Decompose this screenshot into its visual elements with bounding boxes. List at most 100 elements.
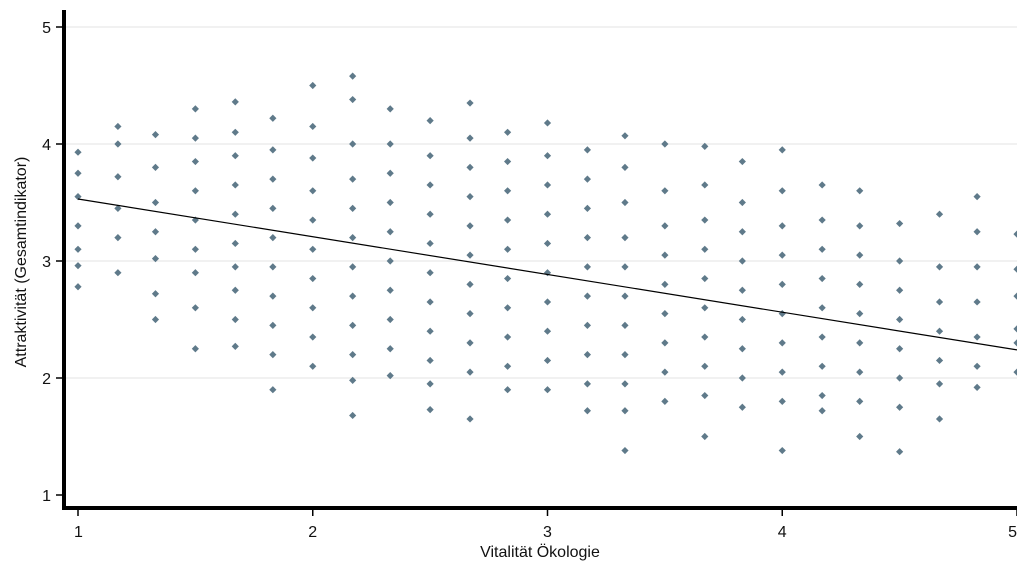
data-point (701, 391, 709, 400)
data-point (701, 304, 709, 312)
data-point (503, 128, 512, 136)
data-point (349, 351, 357, 359)
data-point (466, 134, 474, 142)
data-point (543, 386, 552, 394)
data-point (386, 105, 394, 113)
data-point (701, 274, 709, 283)
data-point (466, 415, 474, 423)
data-point (191, 269, 199, 277)
data-point (778, 310, 786, 318)
data-point (583, 321, 592, 329)
data-point (386, 169, 394, 177)
x-tick-labels: 1 2 3 4 5 (74, 524, 1017, 541)
data-point (349, 321, 357, 329)
data-point (466, 339, 474, 347)
data-point (269, 175, 277, 183)
data-point (309, 362, 317, 370)
data-point (543, 119, 552, 127)
x-tick-label: 4 (778, 524, 787, 541)
data-point (973, 333, 981, 341)
data-point (74, 193, 82, 201)
data-point (269, 146, 277, 154)
data-point (426, 152, 434, 160)
data-point (935, 327, 944, 335)
data-point (583, 146, 592, 154)
data-point (818, 333, 826, 341)
data-point (543, 181, 552, 189)
data-point (426, 181, 434, 189)
data-point (896, 219, 904, 228)
data-point (503, 245, 512, 253)
data-point (1013, 325, 1017, 333)
data-point (661, 368, 669, 376)
data-point (935, 415, 944, 423)
data-point (701, 245, 709, 253)
data-point (583, 234, 592, 242)
data-point (386, 198, 394, 207)
data-point (1013, 230, 1017, 238)
data-point (661, 222, 669, 230)
data-point (818, 181, 826, 189)
data-point (231, 263, 239, 271)
data-point (583, 175, 592, 183)
data-point (114, 173, 122, 181)
data-point (543, 152, 552, 160)
data-point (543, 327, 552, 335)
fit-line-layer (77, 198, 1017, 351)
data-point (621, 351, 629, 359)
data-point (778, 146, 786, 154)
data-point (1013, 292, 1017, 300)
data-point (701, 432, 709, 441)
data-point (738, 345, 746, 353)
data-point (309, 304, 317, 312)
data-point (896, 403, 904, 411)
data-point (151, 131, 160, 139)
data-point (269, 204, 277, 212)
data-point (466, 222, 474, 230)
data-point (386, 345, 394, 353)
y-tick-label: 2 (42, 371, 51, 388)
data-point (114, 140, 122, 148)
data-point (114, 234, 122, 242)
data-point (349, 204, 357, 212)
data-point (426, 298, 434, 306)
data-point (896, 448, 904, 456)
data-point (426, 327, 434, 335)
data-point (349, 376, 357, 384)
data-points (74, 72, 1017, 456)
data-point (856, 251, 864, 259)
data-point (386, 140, 394, 148)
data-point (583, 407, 592, 415)
data-point (621, 263, 629, 271)
data-point (191, 187, 199, 195)
x-tick-label: 2 (308, 524, 317, 541)
data-point (661, 140, 669, 148)
data-point (269, 114, 277, 122)
data-point (231, 152, 239, 160)
data-point (583, 204, 592, 212)
data-point (309, 274, 317, 283)
data-point (973, 298, 981, 306)
data-point (349, 72, 357, 80)
y-tick-labels: 1 2 3 4 5 (42, 20, 51, 505)
data-point (503, 304, 512, 312)
data-point (151, 228, 160, 236)
data-point (738, 157, 746, 166)
data-point (426, 117, 434, 125)
data-point (349, 140, 357, 148)
data-point (583, 351, 592, 359)
data-point (151, 255, 160, 263)
data-point (778, 339, 786, 347)
data-point (621, 163, 629, 171)
data-point (309, 81, 317, 90)
data-point (269, 234, 277, 242)
data-point (426, 210, 434, 218)
data-point (973, 263, 981, 271)
data-point (621, 292, 629, 300)
data-point (621, 380, 629, 388)
data-point (466, 368, 474, 376)
data-point (778, 446, 786, 455)
data-point (856, 339, 864, 347)
data-point (896, 286, 904, 294)
data-point (896, 257, 904, 265)
